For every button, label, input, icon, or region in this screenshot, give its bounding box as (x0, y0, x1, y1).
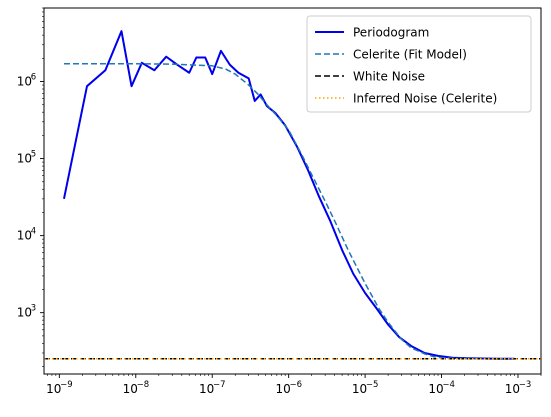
legend-label-0: Periodogram (353, 26, 429, 40)
x-tick-label-0: 10−9 (46, 380, 73, 396)
x-tick-label-6-base: 10 (505, 382, 520, 396)
y-tick-label-2-exponent: 5 (31, 150, 36, 160)
x-tick-label-0-exponent: −9 (60, 380, 73, 390)
x-tick-label-1-base: 10 (123, 382, 138, 396)
y-tick-label-2: 105 (17, 150, 36, 166)
x-tick-label-2-exponent: −7 (213, 380, 226, 390)
x-tick-label-0-base: 10 (46, 382, 61, 396)
y-tick-label-1-exponent: 4 (31, 227, 36, 237)
x-tick-label-4: 10−5 (352, 380, 379, 396)
x-tick-label-2: 10−7 (199, 380, 226, 396)
y-tick-label-0-base: 10 (17, 306, 32, 320)
y-tick-label-3-base: 10 (17, 75, 32, 89)
x-axis: 10−9 10−8 10−7 10−6 10−5 10−4 10−3 (46, 374, 542, 396)
plot-frame (43, 7, 542, 375)
legend-box (306, 15, 532, 113)
x-tick-label-5-base: 10 (428, 382, 443, 396)
legend-label-3: Inferred Noise (Celerite) (353, 92, 497, 106)
legend-label-1: Celerite (Fit Model) (353, 48, 467, 62)
x-tick-label-3-exponent: −6 (289, 380, 302, 390)
x-tick-label-5: 10−4 (428, 380, 455, 396)
x-tick-label-6-exponent: −3 (519, 380, 532, 390)
x-tick-label-2-base: 10 (199, 382, 214, 396)
y-tick-label-1: 104 (17, 227, 36, 243)
x-tick-label-4-exponent: −5 (366, 380, 379, 390)
series-layer (44, 30, 541, 360)
y-tick-label-0: 103 (17, 304, 36, 320)
x-tick-label-3-base: 10 (275, 382, 290, 396)
x-tick-label-1-exponent: −8 (137, 380, 150, 390)
x-tick-label-1: 10−8 (123, 380, 150, 396)
legend-label-2: White Noise (353, 70, 425, 84)
legend: Periodogram Celerite (Fit Model) White Noi… (306, 15, 532, 113)
x-tick-label-3: 10−6 (275, 380, 302, 396)
x-tick-label-4-base: 10 (352, 382, 367, 396)
y-tick-label-2-base: 10 (17, 152, 32, 166)
series-line-1 (63, 63, 515, 360)
y-tick-label-3: 106 (17, 73, 36, 89)
y-tick-label-3-exponent: 6 (31, 73, 36, 83)
x-tick-label-5-exponent: −4 (442, 380, 455, 390)
series-line-0 (63, 30, 515, 360)
y-tick-label-0-exponent: 3 (31, 304, 36, 314)
y-tick-label-1-base: 10 (17, 229, 32, 243)
x-tick-label-6: 10−3 (505, 380, 532, 396)
